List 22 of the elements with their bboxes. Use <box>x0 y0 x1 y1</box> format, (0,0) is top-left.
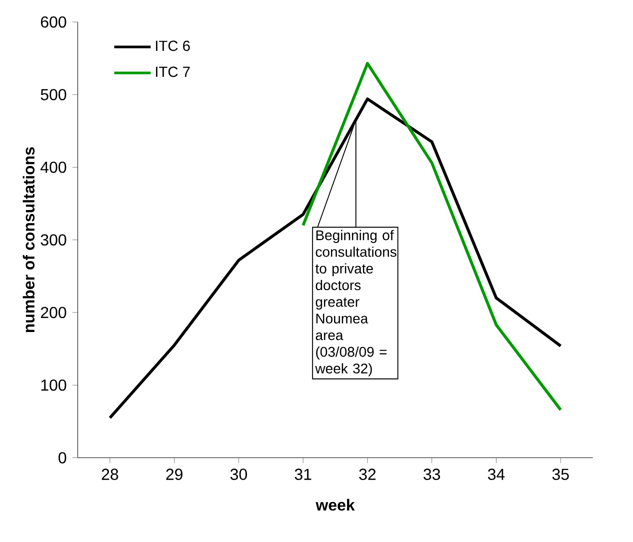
x-tick-label: 31 <box>294 468 312 480</box>
y-tick-label: 400 <box>40 162 66 174</box>
line-series <box>302 62 562 412</box>
x-tick-label: 32 <box>359 468 376 480</box>
y-tick-label: 600 <box>40 16 66 28</box>
x-tick-label: 30 <box>230 468 247 480</box>
x-tick-label: 33 <box>424 468 440 480</box>
y-axis-title: number of consultations <box>22 147 35 332</box>
x-tick-label: 28 <box>102 468 118 480</box>
y-tick-label: 200 <box>40 306 66 318</box>
y-tick-label: 300 <box>40 234 66 246</box>
y-tick-label: 500 <box>40 89 66 100</box>
y-tick-label: 100 <box>41 380 66 391</box>
legend-label: ITC 7 <box>156 66 190 78</box>
x-tick-label: 34 <box>488 468 505 480</box>
line-series <box>108 98 562 420</box>
x-axis-title: week <box>316 499 355 511</box>
legend-label: ITC 6 <box>156 40 190 52</box>
x-tick-label: 29 <box>166 468 182 480</box>
y-tick-label: 0 <box>58 452 66 464</box>
x-tick-label: 35 <box>552 468 569 480</box>
text: Beginning of consultations to private doctors greater Noumea area (03/08/09 = week 32) <box>315 230 396 376</box>
